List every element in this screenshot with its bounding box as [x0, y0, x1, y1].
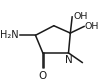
Text: OH: OH: [73, 12, 87, 21]
Text: H₂N: H₂N: [0, 30, 19, 40]
Text: O: O: [39, 71, 47, 81]
Text: N: N: [65, 55, 72, 65]
Text: OH: OH: [85, 22, 99, 31]
